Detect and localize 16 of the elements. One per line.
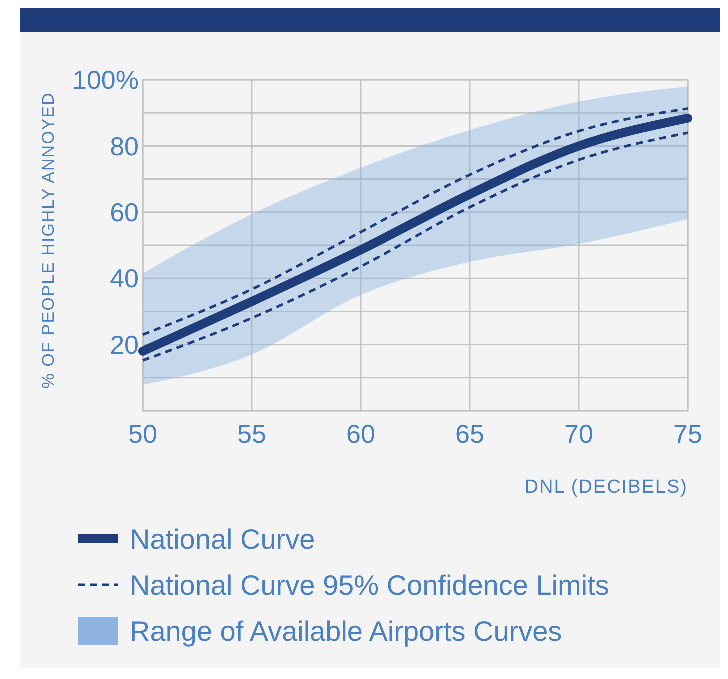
x-tick-label: 75 [674, 419, 702, 449]
x-axis-title: DNL (DECIBELS) [524, 477, 688, 498]
x-tick-label: 70 [564, 419, 594, 449]
y-tick-label: 60 [110, 198, 139, 228]
y-axis-title: % OF PEOPLE HIGHLY ANNOYED [39, 92, 58, 389]
x-tick-label: 65 [456, 419, 484, 449]
y-tick-label: 80 [110, 131, 139, 162]
x-tick-label: 55 [238, 419, 266, 449]
x-tick-label: 60 [346, 419, 376, 449]
legend-label: National Curve [130, 524, 316, 555]
y-tick-label: 40 [110, 264, 139, 294]
legend-label: National Curve 95% Confidence Limits [130, 570, 610, 601]
x-tick-label: 50 [128, 419, 158, 449]
y-tick-label: 20 [110, 330, 139, 360]
y-tick-label: 100% [72, 65, 139, 96]
legend-label: Range of Available Airports Curves [130, 616, 562, 647]
